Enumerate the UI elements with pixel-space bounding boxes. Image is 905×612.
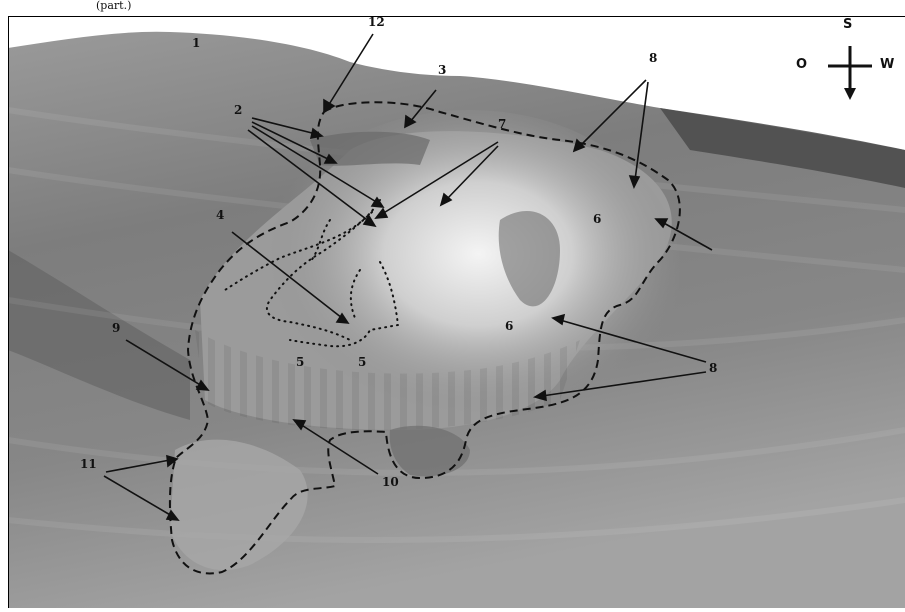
label-5-right: 5 [358,355,367,369]
compass-north-label: S [843,17,853,32]
label-9: 9 [112,321,121,335]
compass-cross-arrow-icon [828,46,872,100]
lower-debris [170,439,308,571]
toe-debris [389,425,470,477]
caption-fragment: (part.) [96,0,132,12]
landslide-front-face [195,330,580,431]
label-6-lower: 6 [505,319,514,333]
label-7: 7 [498,117,507,131]
leader-arrows [103,33,713,521]
terrain-left-band [8,250,190,420]
label-8-right: 8 [709,361,718,375]
dotted-crack-network [221,199,400,348]
label-11: 11 [80,457,97,471]
label-8-top: 8 [649,51,658,65]
label-6-upper: 6 [593,212,602,226]
scarp-zone [310,131,430,166]
label-1: 1 [192,36,201,50]
label-12: 12 [368,15,385,29]
compass-west-label: O [796,57,808,72]
label-4: 4 [216,208,225,222]
label-2: 2 [234,103,243,117]
label-5-left: 5 [296,355,305,369]
right-flank-shadow [498,211,560,307]
label-3: 3 [438,63,447,77]
compass-east-label: W [880,57,895,72]
terrain-edge-shadow [660,108,905,188]
label-10: 10 [382,475,399,489]
